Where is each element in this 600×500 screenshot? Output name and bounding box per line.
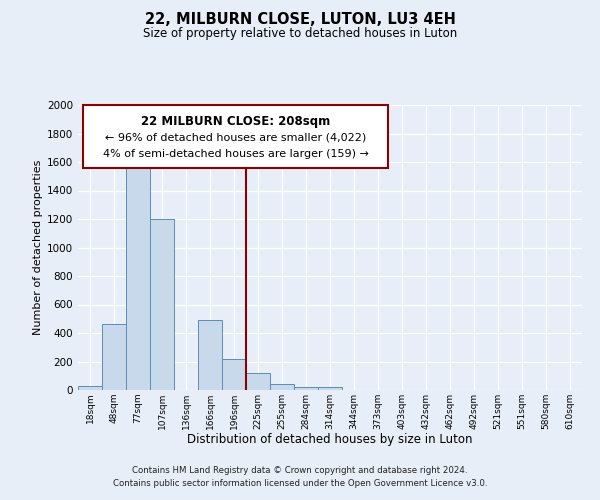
Bar [78,386,102,390]
Bar [246,373,270,390]
Text: Size of property relative to detached houses in Luton: Size of property relative to detached ho… [143,28,457,40]
X-axis label: Distribution of detached houses by size in Luton: Distribution of detached houses by size … [187,434,473,446]
Text: 22 MILBURN CLOSE: 208sqm: 22 MILBURN CLOSE: 208sqm [141,115,330,128]
Bar [150,219,174,390]
Text: Contains HM Land Registry data © Crown copyright and database right 2024.
Contai: Contains HM Land Registry data © Crown c… [113,466,487,487]
FancyBboxPatch shape [83,105,388,168]
Bar [102,324,126,390]
Text: ← 96% of detached houses are smaller (4,022): ← 96% of detached houses are smaller (4,… [105,132,366,142]
Bar [198,320,222,390]
Bar [294,387,318,390]
Text: 4% of semi-detached houses are larger (159) →: 4% of semi-detached houses are larger (1… [103,149,368,159]
Bar [318,387,342,390]
Bar [222,360,246,390]
Bar [126,162,150,390]
Y-axis label: Number of detached properties: Number of detached properties [33,160,43,335]
Bar [270,384,294,390]
Text: 22, MILBURN CLOSE, LUTON, LU3 4EH: 22, MILBURN CLOSE, LUTON, LU3 4EH [145,12,455,28]
